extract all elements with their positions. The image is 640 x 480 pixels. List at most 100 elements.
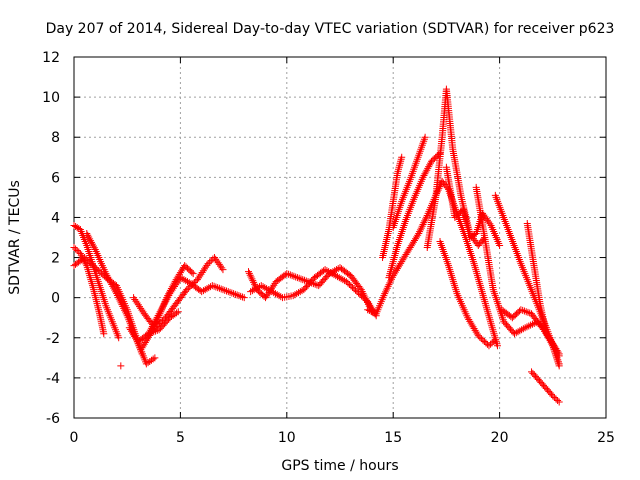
data-point-marker: [509, 328, 517, 336]
data-point-marker: [295, 289, 303, 297]
data-point-marker: [335, 274, 343, 282]
data-point-marker: [405, 245, 413, 253]
data-point-marker: [361, 295, 369, 303]
data-point-marker: [165, 290, 173, 298]
data-point-marker: [555, 362, 563, 370]
data-point-marker: [193, 276, 201, 284]
data-point-marker: [254, 284, 262, 292]
data-point-marker: [174, 308, 182, 316]
data-point-marker: [425, 163, 433, 171]
y-tick-labels: -6 -4 -2 0 2 4 6 8 10 12: [42, 50, 60, 427]
data-point-marker: [76, 250, 84, 258]
data-point-marker: [326, 269, 334, 277]
data-point-marker: [387, 277, 395, 285]
data-point-marker: [205, 284, 213, 292]
data-point-marker: [270, 281, 278, 289]
y-tick-label: 2: [51, 251, 60, 267]
y-axis-label: SDTVAR / TECUs: [7, 180, 23, 295]
data-point-marker: [554, 396, 562, 404]
data-point-marker: [186, 283, 194, 291]
data-point-marker: [491, 336, 499, 344]
data-point-marker: [355, 289, 363, 297]
series-arc-22: [528, 368, 563, 406]
data-point-marker: [555, 398, 563, 406]
data-point-marker: [383, 284, 391, 292]
data-point-marker: [328, 270, 336, 278]
data-point-marker: [84, 256, 92, 264]
data-point-marker: [224, 288, 232, 296]
data-point-marker: [188, 268, 196, 276]
data-point-marker: [474, 332, 482, 340]
data-point-marker: [126, 326, 134, 334]
data-point-marker: [270, 289, 278, 297]
data-point-marker: [125, 324, 133, 332]
data-point-marker: [148, 328, 156, 336]
data-point-marker: [81, 254, 89, 262]
data-point-marker: [86, 235, 94, 243]
data-point-marker: [293, 290, 301, 298]
data-point-marker: [485, 342, 493, 350]
data-point-marker: [402, 251, 410, 259]
data-point-marker: [486, 220, 494, 228]
data-point-marker: [166, 288, 174, 296]
data-point-marker: [131, 295, 139, 303]
data-point-marker: [342, 278, 350, 286]
data-point-marker: [464, 314, 472, 322]
data-point-marker: [257, 282, 265, 290]
data-point-marker: [87, 259, 95, 267]
data-point-marker: [261, 284, 269, 292]
y-tick-label: 12: [42, 50, 60, 66]
data-point-marker: [415, 229, 423, 237]
data-point-marker: [275, 292, 283, 300]
data-point-marker: [518, 326, 526, 334]
data-point-marker: [102, 270, 110, 278]
data-point-marker: [420, 172, 428, 180]
series-arc-21: [523, 219, 563, 370]
data-point-marker: [244, 268, 252, 276]
data-point-marker: [381, 290, 389, 298]
data-point-marker: [108, 281, 116, 289]
y-tick-label: 10: [42, 90, 60, 106]
data-point-marker: [417, 224, 425, 232]
data-point-marker: [465, 316, 473, 324]
data-point-marker: [271, 290, 279, 298]
data-point-marker: [414, 231, 422, 239]
data-point-marker: [167, 285, 175, 293]
data-point-marker: [423, 166, 431, 174]
data-point-marker: [87, 238, 95, 246]
grid: [74, 57, 606, 418]
data-point-marker: [173, 309, 181, 317]
data-point-marker: [544, 333, 552, 341]
data-point-marker: [262, 294, 270, 302]
data-point-marker: [132, 297, 140, 305]
data-point-marker: [135, 303, 143, 311]
data-point-marker: [524, 308, 532, 316]
data-point-marker: [269, 283, 277, 291]
data-point-marker: [289, 292, 297, 300]
data-point-marker: [196, 272, 204, 280]
data-point-marker: [325, 268, 333, 276]
data-point-marker: [466, 317, 474, 325]
data-point-marker: [266, 287, 274, 295]
x-tick-label: 25: [597, 430, 615, 446]
series-arc-17: [442, 163, 504, 250]
data-point-marker: [550, 393, 558, 401]
y-tick-label: -4: [46, 371, 60, 387]
data-point-marker: [519, 306, 527, 314]
data-point-marker: [398, 153, 406, 161]
series-arc-12: [379, 153, 406, 262]
x-tick-label: 0: [70, 430, 79, 446]
data-point-marker: [426, 161, 434, 169]
data-point-marker: [547, 390, 555, 398]
data-point-marker: [297, 275, 305, 283]
data-point-marker: [543, 331, 551, 339]
data-point-marker: [396, 261, 404, 269]
data-point-marker: [350, 285, 358, 293]
y-tick-label: -2: [46, 331, 60, 347]
y-tick-label: -6: [46, 411, 60, 427]
data-point-marker: [142, 337, 150, 345]
data-point-marker: [332, 272, 340, 280]
data-point-marker: [367, 307, 375, 315]
